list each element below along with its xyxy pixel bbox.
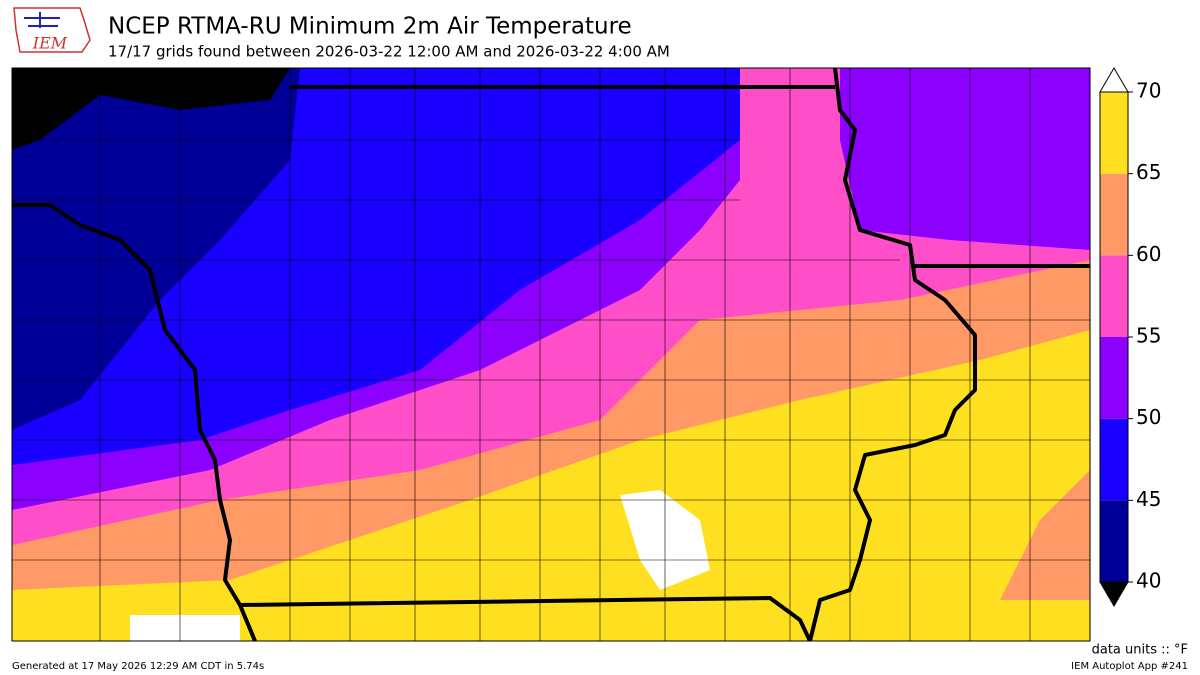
county-lines: [12, 68, 1090, 641]
colorbar-tick-label: 65: [1136, 160, 1161, 184]
colorbar-tick-label: 40: [1136, 569, 1161, 593]
colorbar-segment: [1100, 337, 1128, 419]
colorbar-tick-label: 45: [1136, 487, 1161, 511]
colorbar-tick-label: 55: [1136, 324, 1161, 348]
colorbar: 40 45 50 55 60 65 70: [1099, 67, 1161, 607]
logo: IEM: [13, 7, 91, 53]
colorbar-tick-label: 60: [1136, 242, 1161, 266]
colorbar-segment: [1100, 92, 1128, 174]
generated-note: Generated at 17 May 2026 12:29 AM CDT in…: [12, 661, 264, 672]
temp-region: [12, 68, 300, 430]
temp-region: [130, 615, 240, 641]
title: NCEP RTMA-RU Minimum 2m Air Temperature: [108, 14, 632, 40]
logo-outline: [13, 7, 91, 53]
subtitle: 17/17 grids found between 2026-03-22 12:…: [108, 43, 670, 61]
colorbar-tick-label: 50: [1136, 405, 1161, 429]
colorbar-segment: [1100, 173, 1128, 256]
map-frame: [11, 67, 1091, 642]
colorbar-segment: [1100, 418, 1128, 501]
temp-region: [12, 68, 290, 150]
units-label: data units :: °F: [1092, 643, 1188, 658]
temp-region: [840, 68, 1090, 250]
colorbar-over: [1099, 67, 1129, 93]
colorbar-segment: [1100, 255, 1128, 337]
colorbar-segment: [1100, 500, 1128, 582]
state-border: [12, 203, 1090, 641]
map: [12, 68, 1090, 641]
colorbar-tick-label: 70: [1136, 79, 1161, 103]
state-border: [290, 68, 977, 641]
temp-region: [1000, 470, 1090, 600]
logo-icon: [24, 12, 60, 28]
colorbar-under: [1099, 581, 1129, 607]
logo-text: IEM: [32, 34, 68, 53]
app-note: IEM Autoplot App #241: [1071, 661, 1188, 672]
